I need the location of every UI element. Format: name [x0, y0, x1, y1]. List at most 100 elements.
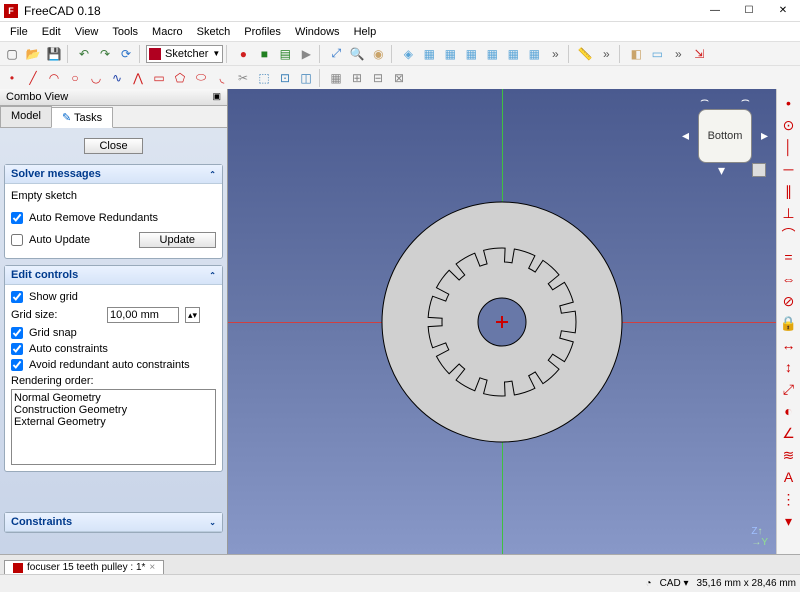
menu-help[interactable]: Help — [348, 24, 383, 40]
chevron-icon[interactable]: ⌃ — [209, 271, 216, 280]
menu-sketch[interactable]: Sketch — [191, 24, 237, 40]
menu-macro[interactable]: Macro — [146, 24, 189, 40]
save-button[interactable]: 💾 — [44, 44, 64, 64]
close-button[interactable]: ✕ — [766, 0, 800, 22]
c-point-on-button[interactable]: ⊙ — [779, 115, 799, 135]
point-button[interactable]: • — [2, 68, 22, 88]
close-sketch-button[interactable]: Close — [84, 138, 142, 154]
line-button[interactable]: ╱ — [23, 68, 43, 88]
tab-model[interactable]: Model — [0, 106, 52, 127]
render-item[interactable]: Normal Geometry — [14, 392, 213, 404]
auto-update-checkbox[interactable] — [11, 234, 23, 246]
menu-file[interactable]: File — [4, 24, 34, 40]
grid4-button[interactable]: ⊠ — [389, 68, 409, 88]
avoid-redundant-checkbox[interactable] — [11, 359, 23, 371]
redo-button[interactable]: ↷ — [95, 44, 115, 64]
tab-close-icon[interactable]: × — [149, 562, 155, 573]
fit-button[interactable]: ⤢ — [326, 44, 346, 64]
grid-size-input[interactable] — [107, 307, 179, 323]
render-item[interactable]: External Geometry — [14, 416, 213, 428]
new-button[interactable]: ▢ — [2, 44, 22, 64]
combo-close-icon[interactable]: ▣ — [212, 91, 221, 103]
bspline-button[interactable]: ∿ — [107, 68, 127, 88]
polygon-button[interactable]: ⬠ — [170, 68, 190, 88]
menu-view[interactable]: View — [69, 24, 105, 40]
grid2-button[interactable]: ⊞ — [347, 68, 367, 88]
c-more2-button[interactable]: ▾ — [779, 511, 799, 531]
auto-constraints-checkbox[interactable] — [11, 343, 23, 355]
more2-button[interactable]: » — [596, 44, 616, 64]
menu-profiles[interactable]: Profiles — [238, 24, 287, 40]
c-more1-button[interactable]: ⋮ — [779, 489, 799, 509]
spinner-icon[interactable]: ▴▾ — [185, 307, 200, 323]
slot-button[interactable]: ⬭ — [191, 68, 211, 88]
polyline-button[interactable]: ⋀ — [128, 68, 148, 88]
external-button[interactable]: ⬚ — [254, 68, 274, 88]
bottom-button[interactable]: ▦ — [503, 44, 523, 64]
draw-style-button[interactable]: ◉ — [368, 44, 388, 64]
link-button[interactable]: ⇲ — [689, 44, 709, 64]
fillet-button[interactable]: ◟ — [212, 68, 232, 88]
menu-windows[interactable]: Windows — [289, 24, 346, 40]
grid1-button[interactable]: ▦ — [326, 68, 346, 88]
c-vertical-button[interactable]: │ — [779, 137, 799, 157]
rear-button[interactable]: ▦ — [482, 44, 502, 64]
nav-style[interactable]: CAD ▾ — [660, 578, 689, 589]
front-button[interactable]: ▦ — [419, 44, 439, 64]
macros-button[interactable]: ▤ — [275, 44, 295, 64]
c-radius-button[interactable]: ◐ — [779, 401, 799, 421]
construction-button[interactable]: ◫ — [296, 68, 316, 88]
grid3-button[interactable]: ⊟ — [368, 68, 388, 88]
c-equal-button[interactable]: = — [779, 247, 799, 267]
render-item[interactable]: Construction Geometry — [14, 404, 213, 416]
c-dist-button[interactable]: ⤢ — [779, 379, 799, 399]
c-tangent-button[interactable]: ⌒ — [779, 225, 799, 245]
right-button[interactable]: ▦ — [461, 44, 481, 64]
c-snell-button[interactable]: ≋ — [779, 445, 799, 465]
c-internal-button[interactable]: A — [779, 467, 799, 487]
tab-tasks[interactable]: ✎ Tasks — [51, 107, 113, 128]
c-vdist-button[interactable]: ↕ — [779, 357, 799, 377]
maximize-button[interactable]: ☐ — [732, 0, 766, 22]
top-button[interactable]: ▦ — [440, 44, 460, 64]
show-grid-checkbox[interactable] — [11, 291, 23, 303]
c-horizontal-button[interactable]: ─ — [779, 159, 799, 179]
workbench-selector[interactable]: Sketcher▼ — [146, 45, 223, 63]
rec-button[interactable]: ● — [233, 44, 253, 64]
play-button[interactable]: ▶ — [296, 44, 316, 64]
viewport-3d[interactable]: ⌢ ⌢ ◂ ▸ ▾ Bottom Z↑→Y — [228, 89, 776, 554]
c-symm-button[interactable]: ⇔ — [779, 269, 799, 289]
rect-button[interactable]: ▭ — [149, 68, 169, 88]
grid-snap-checkbox[interactable] — [11, 327, 23, 339]
render-order-list[interactable]: Normal GeometryConstruction GeometryExte… — [11, 389, 216, 465]
measure-button[interactable]: 📏 — [575, 44, 595, 64]
stop-button[interactable]: ■ — [254, 44, 274, 64]
auto-remove-checkbox[interactable] — [11, 212, 23, 224]
c-coincident-button[interactable]: • — [779, 93, 799, 113]
c-parallel-button[interactable]: ∥ — [779, 181, 799, 201]
circle-button[interactable]: ○ — [65, 68, 85, 88]
c-angle-button[interactable]: ∠ — [779, 423, 799, 443]
more1-button[interactable]: » — [545, 44, 565, 64]
menu-edit[interactable]: Edit — [36, 24, 67, 40]
minimize-button[interactable]: — — [698, 0, 732, 22]
update-button[interactable]: Update — [139, 232, 216, 248]
refresh-button[interactable]: ⟳ — [116, 44, 136, 64]
c-perp-button[interactable]: ⊥ — [779, 203, 799, 223]
iso-button[interactable]: ◈ — [398, 44, 418, 64]
c-hdist-button[interactable]: ↔ — [779, 335, 799, 355]
group-button[interactable]: ▭ — [647, 44, 667, 64]
c-block-button[interactable]: ⊘ — [779, 291, 799, 311]
more3-button[interactable]: » — [668, 44, 688, 64]
conic-button[interactable]: ◡ — [86, 68, 106, 88]
undo-button[interactable]: ↶ — [74, 44, 94, 64]
nav-cube-face[interactable]: Bottom — [698, 109, 752, 163]
chevron-icon[interactable]: ⌃ — [209, 170, 216, 179]
menu-tools[interactable]: Tools — [106, 24, 144, 40]
part-button[interactable]: ◧ — [626, 44, 646, 64]
carbon-button[interactable]: ⊡ — [275, 68, 295, 88]
arc-button[interactable]: ◠ — [44, 68, 64, 88]
left-button[interactable]: ▦ — [524, 44, 544, 64]
trim-button[interactable]: ✂ — [233, 68, 253, 88]
open-button[interactable]: 📂 — [23, 44, 43, 64]
